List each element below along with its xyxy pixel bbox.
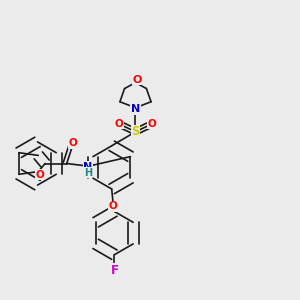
Text: S: S bbox=[131, 125, 140, 138]
Text: H: H bbox=[84, 167, 92, 178]
Text: N: N bbox=[83, 161, 92, 172]
Text: O: O bbox=[35, 169, 44, 180]
Text: N: N bbox=[131, 104, 140, 114]
Text: O: O bbox=[147, 119, 156, 129]
Text: O: O bbox=[69, 138, 78, 148]
Text: O: O bbox=[109, 201, 118, 211]
Text: O: O bbox=[132, 75, 142, 85]
Text: F: F bbox=[110, 264, 118, 277]
Text: O: O bbox=[115, 119, 124, 129]
